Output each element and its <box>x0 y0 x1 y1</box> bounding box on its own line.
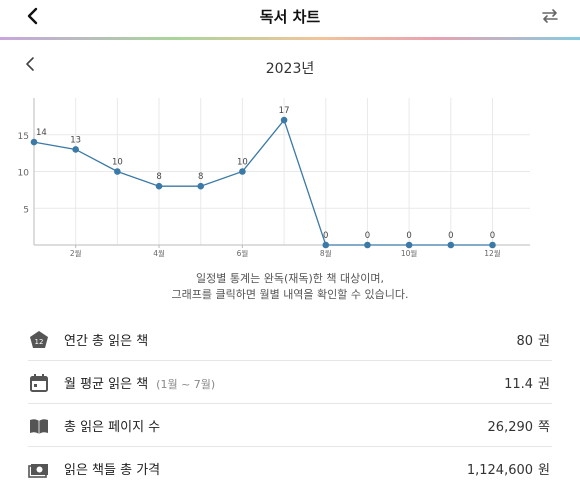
value-unit: 권 <box>538 377 550 392</box>
stat-annual-books: 12 연간 총 읽은 책 80 권 <box>28 318 552 361</box>
stat-label: 월 평균 읽은 책 (1월 ~ 7월) <box>64 373 215 392</box>
data-label: 17 <box>279 106 290 116</box>
page-title: 독서 차트 <box>259 8 321 26</box>
data-label: 0 <box>448 231 453 241</box>
data-point[interactable] <box>364 241 371 249</box>
value-number: 11.4 <box>504 377 534 392</box>
value-unit: 권 <box>538 334 550 349</box>
data-label: 8 <box>198 172 203 182</box>
data-point[interactable] <box>197 182 205 190</box>
x-tick-label: 10월 <box>401 248 418 258</box>
data-label: 8 <box>156 172 161 182</box>
year-label: 2023년 <box>265 61 315 77</box>
chart-note: 일정별 통계는 완독(재독)한 책 대상이며, 그래프를 클릭하면 월별 내역을… <box>0 271 580 303</box>
data-point[interactable] <box>30 138 38 146</box>
y-tick-label: 15 <box>18 132 29 142</box>
data-label: 13 <box>70 135 81 145</box>
open-book-icon <box>30 419 48 434</box>
data-point[interactable] <box>114 168 121 175</box>
x-tick-label: 4월 <box>153 248 165 258</box>
data-point[interactable] <box>489 241 496 249</box>
badge-number: 12 <box>35 338 44 346</box>
accent-gradient-bar <box>0 37 580 40</box>
value-number: 1,124,600 <box>466 463 534 478</box>
value-number: 26,290 <box>487 420 534 435</box>
data-label: 10 <box>237 158 248 168</box>
stat-total-pages: 총 읽은 페이지 수 26,290 쪽 <box>28 404 552 447</box>
data-label: 14 <box>36 128 47 138</box>
series-line <box>33 118 493 246</box>
data-label: 0 <box>406 231 411 241</box>
x-tick-label: 2월 <box>70 248 82 258</box>
stat-label-text: 월 평균 읽은 책 <box>64 377 149 392</box>
value-number: 80 <box>516 334 534 349</box>
data-point[interactable] <box>72 146 79 153</box>
data-point[interactable] <box>239 168 246 175</box>
data-label: 0 <box>323 231 328 241</box>
stat-label: 읽은 책들 총 가격 <box>64 463 161 478</box>
stat-monthly-average: 월 평균 읽은 책 (1월 ~ 7월) 11.4 권 <box>28 361 552 404</box>
stat-value: 11.4 권 <box>504 373 550 392</box>
y-tick-label: 5 <box>23 205 29 215</box>
data-point[interactable] <box>405 241 413 249</box>
data-point[interactable] <box>447 241 455 249</box>
previous-year-icon[interactable] <box>22 55 40 73</box>
data-point[interactable] <box>280 116 288 124</box>
stat-value: 1,124,600 원 <box>467 459 550 478</box>
money-icon <box>28 464 48 478</box>
back-arrow-icon[interactable] <box>22 4 44 28</box>
stat-value: 26,290 쪽 <box>488 416 550 435</box>
x-tick-label: 6월 <box>237 248 249 258</box>
chart-note-line-2: 그래프를 클릭하면 월별 내역을 확인할 수 있습니다. <box>171 288 409 301</box>
data-point[interactable] <box>155 182 163 190</box>
stat-total-price: 읽은 책들 총 가격 1,124,600 원 <box>28 447 552 489</box>
x-tick-label: 8월 <box>320 248 332 258</box>
stat-value: 80 권 <box>516 330 550 349</box>
swap-icon[interactable] <box>538 4 562 28</box>
stat-label: 연간 총 읽은 책 <box>64 334 149 349</box>
value-unit: 쪽 <box>538 420 550 435</box>
chart-note-line-1: 일정별 통계는 완독(재독)한 책 대상이며, <box>196 272 384 285</box>
data-label: 0 <box>490 231 495 241</box>
calendar-icon <box>30 374 48 392</box>
monthly-reading-chart[interactable]: 5 10 15 2월 4월 6월 8월 10월 12월 14 13 10 8 8 10 17 0 0 0 0 0 <box>0 92 580 262</box>
data-label: 0 <box>365 231 370 241</box>
stats-list: 12 연간 총 읽은 책 80 권 월 평균 읽은 책 (1월 ~ 7월) 11.4… <box>28 318 552 489</box>
y-tick-label: 10 <box>18 169 30 179</box>
stat-label: 총 읽은 페이지 수 <box>64 420 161 435</box>
x-tick-label: 12월 <box>484 248 501 258</box>
top-bar: 독서 차트 <box>0 0 580 38</box>
book-count-badge-icon: 12 <box>30 331 48 348</box>
data-point[interactable] <box>322 241 330 249</box>
value-unit: 원 <box>538 463 550 478</box>
data-label: 10 <box>112 158 123 168</box>
stat-sublabel: (1월 ~ 7월) <box>156 378 216 391</box>
